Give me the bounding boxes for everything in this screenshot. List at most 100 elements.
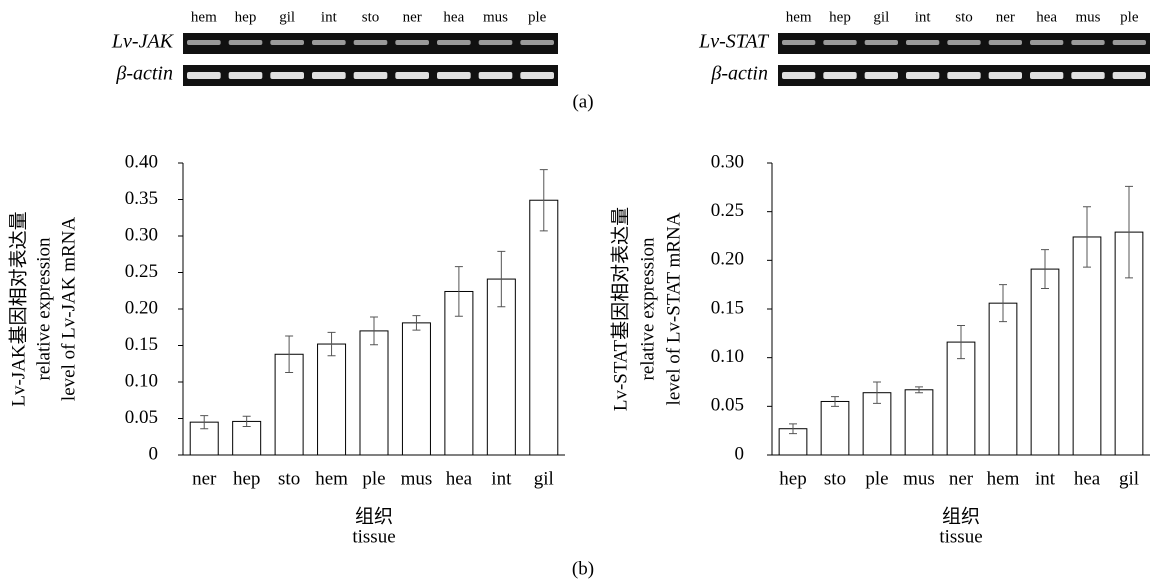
x-tick-label: sto bbox=[278, 468, 300, 489]
gel-band bbox=[520, 40, 554, 45]
error-bar bbox=[957, 325, 965, 360]
bar bbox=[359, 330, 389, 456]
lane-label: mus bbox=[1075, 9, 1100, 25]
gel-band bbox=[1112, 72, 1146, 79]
gel-band bbox=[312, 72, 346, 79]
gel-band bbox=[782, 72, 816, 79]
y-tick-label: 0.20 bbox=[711, 249, 744, 270]
error-bar bbox=[497, 250, 506, 308]
lane-label: hea bbox=[443, 9, 464, 25]
x-axis-label: 组织 bbox=[355, 505, 393, 527]
lane-label: mus bbox=[483, 9, 508, 25]
error-bar bbox=[1125, 185, 1133, 279]
lane-label: sto bbox=[362, 9, 380, 25]
gene-name: Lv-JAK bbox=[111, 31, 175, 53]
x-axis-label: tissue bbox=[352, 526, 395, 547]
y-tick-label: 0.20 bbox=[125, 297, 158, 318]
gel-band bbox=[228, 40, 263, 45]
gel-band bbox=[906, 72, 940, 79]
x-axis-label: 组织 bbox=[942, 505, 980, 527]
error-bar bbox=[873, 381, 881, 404]
y-tick-label: 0.30 bbox=[711, 151, 744, 172]
lane-label: sto bbox=[955, 9, 973, 25]
panel-label: (a) bbox=[572, 91, 593, 112]
bar bbox=[1072, 236, 1102, 456]
gel-band bbox=[1071, 40, 1105, 45]
gene-name: β-actin bbox=[710, 63, 768, 85]
y-tick-label: 0.05 bbox=[711, 395, 744, 416]
gel-band bbox=[478, 72, 513, 79]
lane-label: hep bbox=[235, 9, 257, 25]
gel-band bbox=[1071, 72, 1105, 79]
error-bar bbox=[915, 386, 923, 394]
y-tick-label: 0.35 bbox=[125, 188, 158, 209]
gel-band bbox=[988, 40, 1022, 45]
y-axis-label: level of Lv-STAT mRNA bbox=[663, 212, 684, 405]
gel-band bbox=[353, 72, 388, 79]
lane-label: int bbox=[915, 9, 932, 25]
gel-band bbox=[228, 72, 263, 79]
y-tick-label: 0.10 bbox=[125, 370, 158, 391]
y-axis-label: Lv-STAT基因相对表达量 bbox=[609, 207, 631, 411]
gel-band bbox=[823, 40, 857, 45]
gel-band bbox=[947, 72, 981, 79]
y-tick-label: 0.30 bbox=[125, 224, 158, 245]
error-bar bbox=[412, 315, 421, 331]
bar bbox=[486, 278, 516, 456]
x-tick-label: hea bbox=[1074, 468, 1101, 489]
lane-label: gil bbox=[279, 9, 295, 25]
error-bar bbox=[999, 284, 1007, 323]
gel-band bbox=[988, 72, 1022, 79]
bar bbox=[444, 290, 474, 456]
x-tick-label: hep bbox=[779, 468, 806, 489]
x-tick-label: ple bbox=[362, 468, 385, 489]
error-bar bbox=[454, 266, 463, 317]
gel-band bbox=[353, 40, 388, 45]
x-tick-label: ple bbox=[865, 468, 888, 489]
x-tick-label: mus bbox=[903, 468, 935, 489]
bar bbox=[988, 302, 1018, 456]
bar bbox=[529, 199, 559, 456]
x-tick-label: ner bbox=[192, 468, 217, 489]
y-tick-label: 0.10 bbox=[711, 346, 744, 367]
bar bbox=[946, 341, 976, 456]
gel-band bbox=[823, 72, 857, 79]
error-bar bbox=[242, 415, 251, 428]
gel-band bbox=[187, 72, 221, 79]
x-tick-label: mus bbox=[401, 468, 433, 489]
x-tick-label: hea bbox=[446, 468, 473, 489]
gene-name: Lv-STAT bbox=[698, 31, 770, 53]
y-tick-label: 0.15 bbox=[711, 297, 744, 318]
y-axis-label: Lv-JAK基因相对表达量 bbox=[7, 211, 29, 406]
x-tick-label: int bbox=[491, 468, 512, 489]
error-bar bbox=[200, 415, 209, 430]
error-bar bbox=[285, 335, 294, 374]
y-tick-label: 0.05 bbox=[125, 407, 158, 428]
x-tick-label: int bbox=[1035, 468, 1056, 489]
gel-band bbox=[478, 40, 513, 45]
lane-label: hea bbox=[1036, 9, 1057, 25]
error-bar bbox=[789, 423, 797, 435]
gel-band bbox=[1030, 40, 1064, 45]
panel-label: (b) bbox=[572, 558, 594, 579]
x-tick-label: gil bbox=[534, 468, 554, 489]
lane-label: gil bbox=[873, 9, 889, 25]
bar bbox=[820, 400, 850, 456]
x-tick-label: hep bbox=[233, 468, 260, 489]
gel-band bbox=[270, 72, 304, 79]
gel-band bbox=[1112, 40, 1146, 45]
gel-band bbox=[864, 40, 898, 45]
bar bbox=[401, 322, 431, 456]
y-axis-label: relative expression bbox=[33, 237, 54, 380]
gel-band bbox=[270, 40, 304, 45]
gene-name: β-actin bbox=[115, 63, 173, 85]
y-tick-label: 0 bbox=[735, 443, 745, 464]
y-tick-label: 0.25 bbox=[125, 261, 158, 282]
bar bbox=[1030, 268, 1060, 456]
error-bar bbox=[327, 331, 336, 357]
x-axis-label: tissue bbox=[939, 526, 982, 547]
y-tick-label: 0 bbox=[149, 443, 159, 464]
gel-band bbox=[947, 40, 981, 45]
lane-label: hep bbox=[829, 9, 851, 25]
